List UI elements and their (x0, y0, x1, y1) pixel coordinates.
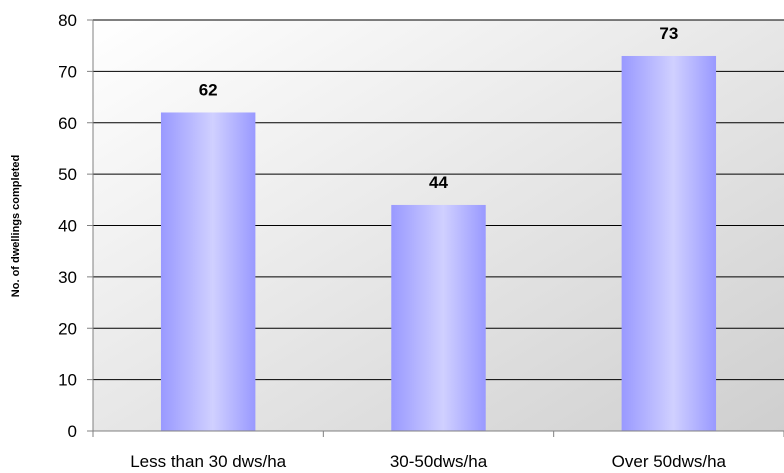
y-tick-label: 40 (58, 217, 77, 236)
y-tick-label: 10 (58, 371, 77, 390)
y-axis-ticks: 0 10 20 30 40 50 60 70 80 (58, 11, 784, 441)
y-tick-label: 20 (58, 319, 77, 338)
y-tick-label: 30 (58, 268, 77, 287)
data-label: 73 (659, 24, 678, 43)
x-axis-ticks: Less than 30 dws/ha 30-50dws/ha Over 50dws… (92, 431, 784, 471)
bars (160, 55, 717, 432)
y-tick-label: 70 (58, 62, 77, 81)
bar (621, 55, 717, 432)
y-tick-label: 50 (58, 165, 77, 184)
x-category-label: Over 50dws/ha (612, 452, 727, 471)
x-category-label: 30-50dws/ha (390, 452, 488, 471)
y-tick-label: 60 (58, 114, 77, 133)
data-label: 62 (199, 80, 218, 99)
bar (391, 204, 486, 431)
y-tick-label: 80 (58, 11, 77, 30)
bar (160, 112, 256, 431)
x-category-label: Less than 30 dws/ha (130, 452, 286, 471)
y-tick-label: 0 (68, 422, 77, 441)
data-label: 44 (429, 173, 448, 192)
data-labels: 62 44 73 (199, 24, 679, 192)
y-axis-title: No. of dwellings completed (10, 155, 22, 297)
